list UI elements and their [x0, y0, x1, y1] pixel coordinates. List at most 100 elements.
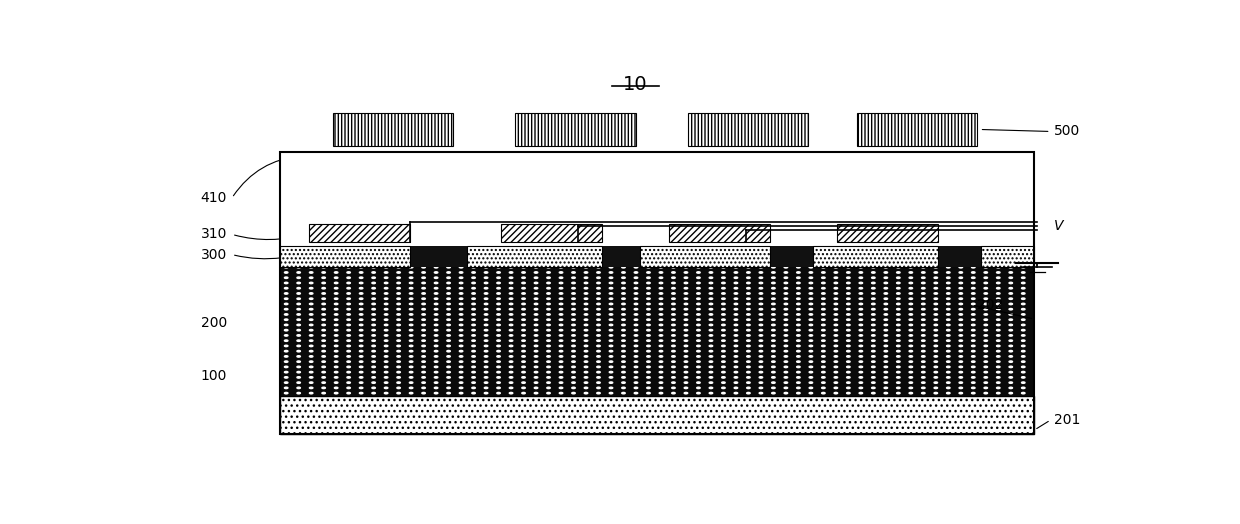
Circle shape — [972, 324, 975, 326]
Circle shape — [1022, 272, 1025, 273]
Circle shape — [310, 324, 312, 326]
Circle shape — [596, 319, 600, 320]
Circle shape — [472, 324, 475, 326]
Circle shape — [872, 361, 875, 363]
Circle shape — [897, 309, 900, 310]
Circle shape — [921, 277, 925, 278]
Circle shape — [534, 361, 538, 363]
Circle shape — [810, 330, 812, 331]
Circle shape — [1009, 324, 1013, 326]
Circle shape — [647, 298, 650, 299]
Bar — [280, 246, 1034, 267]
Circle shape — [859, 330, 863, 331]
Circle shape — [997, 387, 999, 389]
Circle shape — [322, 340, 325, 342]
Circle shape — [360, 272, 363, 273]
Circle shape — [921, 392, 925, 394]
Circle shape — [746, 277, 750, 278]
Circle shape — [709, 335, 713, 336]
Circle shape — [446, 293, 450, 294]
Circle shape — [784, 293, 787, 294]
Circle shape — [810, 345, 812, 347]
Circle shape — [959, 377, 962, 378]
Circle shape — [360, 267, 363, 268]
Circle shape — [959, 272, 962, 273]
Circle shape — [684, 324, 688, 326]
Circle shape — [322, 272, 325, 273]
Circle shape — [697, 267, 701, 268]
Circle shape — [934, 345, 937, 347]
Circle shape — [372, 324, 376, 326]
Circle shape — [296, 324, 300, 326]
Circle shape — [734, 293, 738, 294]
Circle shape — [872, 345, 875, 347]
Circle shape — [660, 335, 662, 336]
Circle shape — [372, 382, 376, 384]
Circle shape — [621, 345, 625, 347]
Circle shape — [384, 335, 388, 336]
Circle shape — [621, 303, 625, 304]
Circle shape — [1009, 351, 1013, 352]
Circle shape — [872, 340, 875, 342]
Circle shape — [872, 277, 875, 278]
Bar — [501, 224, 601, 243]
Circle shape — [284, 293, 288, 294]
Circle shape — [459, 288, 463, 289]
Circle shape — [372, 366, 376, 368]
Circle shape — [847, 282, 851, 283]
Circle shape — [335, 267, 337, 268]
Circle shape — [897, 282, 900, 283]
Circle shape — [347, 277, 351, 278]
Circle shape — [835, 361, 837, 363]
Circle shape — [985, 392, 987, 394]
Circle shape — [360, 382, 363, 384]
Circle shape — [434, 288, 438, 289]
Circle shape — [746, 335, 750, 336]
Circle shape — [584, 277, 588, 278]
Circle shape — [722, 267, 725, 268]
Circle shape — [360, 319, 363, 320]
Circle shape — [722, 366, 725, 368]
Circle shape — [734, 335, 738, 336]
Circle shape — [934, 319, 937, 320]
Circle shape — [422, 298, 425, 299]
Circle shape — [522, 361, 526, 363]
Circle shape — [497, 335, 500, 336]
Circle shape — [360, 392, 363, 394]
Circle shape — [1022, 387, 1025, 389]
Circle shape — [684, 340, 688, 342]
Circle shape — [485, 335, 487, 336]
Circle shape — [360, 288, 363, 289]
Circle shape — [810, 372, 812, 373]
Circle shape — [921, 288, 925, 289]
Circle shape — [596, 377, 600, 378]
Circle shape — [547, 314, 551, 315]
Circle shape — [759, 345, 763, 347]
Circle shape — [722, 303, 725, 304]
Circle shape — [347, 392, 351, 394]
Circle shape — [485, 272, 487, 273]
Circle shape — [559, 387, 563, 389]
Circle shape — [997, 335, 999, 336]
Circle shape — [997, 309, 999, 310]
Circle shape — [796, 267, 800, 268]
Circle shape — [347, 340, 351, 342]
Circle shape — [522, 345, 526, 347]
Circle shape — [559, 372, 563, 373]
Circle shape — [360, 335, 363, 336]
Circle shape — [784, 345, 787, 347]
Circle shape — [959, 361, 962, 363]
Circle shape — [647, 277, 650, 278]
Circle shape — [835, 272, 837, 273]
Circle shape — [909, 340, 913, 342]
Circle shape — [459, 335, 463, 336]
Circle shape — [859, 298, 863, 299]
Circle shape — [384, 324, 388, 326]
Circle shape — [459, 309, 463, 310]
Circle shape — [409, 351, 413, 352]
Circle shape — [959, 277, 962, 278]
Circle shape — [722, 282, 725, 283]
Circle shape — [347, 293, 351, 294]
Circle shape — [621, 267, 625, 268]
Circle shape — [547, 345, 551, 347]
